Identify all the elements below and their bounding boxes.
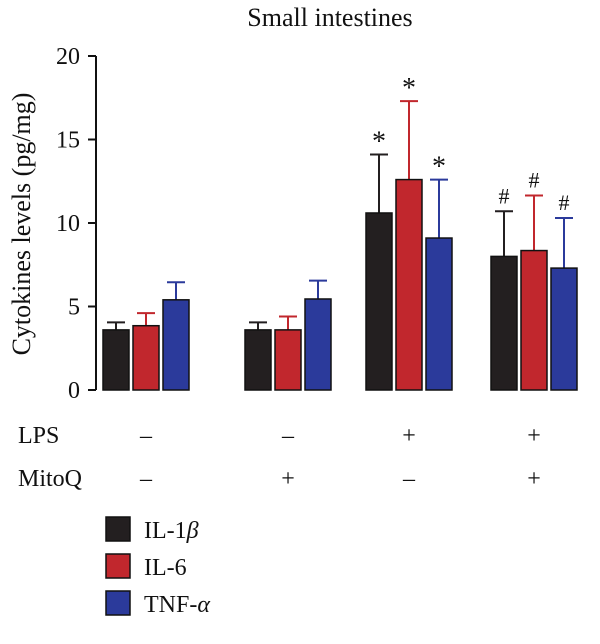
- significance-mark-il6-4: #: [529, 167, 540, 192]
- row-label-lps: LPS: [18, 423, 59, 449]
- legend-label-1: IL-1β: [144, 518, 199, 544]
- significance-mark-il1-3: *: [372, 127, 386, 158]
- bar-group-1: [102, 281, 190, 391]
- bar-il6-3: [395, 178, 423, 391]
- bar-il1-2: [244, 329, 272, 391]
- legend-swatch-2: [105, 553, 131, 579]
- lps-sign-3: +: [402, 423, 416, 449]
- lps-sign-4: +: [527, 423, 541, 449]
- mitoq-sign-2: +: [281, 466, 295, 492]
- lps-sign-2: –: [281, 423, 295, 449]
- legend-swatch-3: [105, 590, 131, 616]
- bar-group-3: * * *: [365, 73, 453, 391]
- bar-il1-1: [102, 329, 130, 391]
- legend-label-3: TNF-α: [144, 592, 210, 618]
- y-tick-label-5: 5: [68, 295, 80, 321]
- bar-group-2: [244, 279, 332, 391]
- y-tick-label-10: 10: [56, 211, 80, 237]
- significance-mark-tnf-4: #: [559, 190, 570, 215]
- mitoq-sign-4: +: [527, 466, 541, 492]
- bar-tnf-3: [425, 237, 453, 391]
- mitoq-sign-1: –: [139, 466, 153, 492]
- bar-tnf-2: [304, 298, 332, 391]
- bar-tnf-4: [550, 267, 578, 391]
- lps-sign-1: –: [139, 423, 153, 449]
- y-tick-label-20: 20: [56, 44, 80, 70]
- chart-title: Small intestines: [247, 3, 412, 32]
- legend: IL-1β IL-6 TNF-α: [105, 516, 210, 618]
- condition-rows: LPS MitoQ – – – + + – + +: [18, 423, 541, 492]
- y-tick-label-0: 0: [68, 378, 80, 404]
- bar-il6-1: [132, 324, 160, 391]
- y-tick-label-15: 15: [56, 128, 80, 154]
- bar-tnf-1: [162, 299, 190, 391]
- bar-il6-4: [520, 249, 548, 391]
- legend-swatch-1: [105, 516, 131, 542]
- mitoq-sign-3: –: [402, 466, 416, 492]
- row-label-mitoq: MitoQ: [18, 466, 82, 492]
- y-axis-label: Cytokines levels (pg/mg): [7, 93, 36, 356]
- significance-mark-il6-3: *: [402, 73, 416, 104]
- legend-label-2: IL-6: [144, 555, 187, 581]
- significance-mark-il1-4: #: [499, 183, 510, 208]
- bar-il1-3: [365, 212, 393, 391]
- bar-group-4: # # #: [490, 167, 578, 391]
- bar-il6-2: [274, 329, 302, 391]
- bars: * * * # # #: [102, 73, 578, 391]
- significance-mark-tnf-3: *: [432, 152, 446, 183]
- axes: 0 5 10 15 20: [56, 44, 97, 404]
- bar-il1-4: [490, 255, 518, 391]
